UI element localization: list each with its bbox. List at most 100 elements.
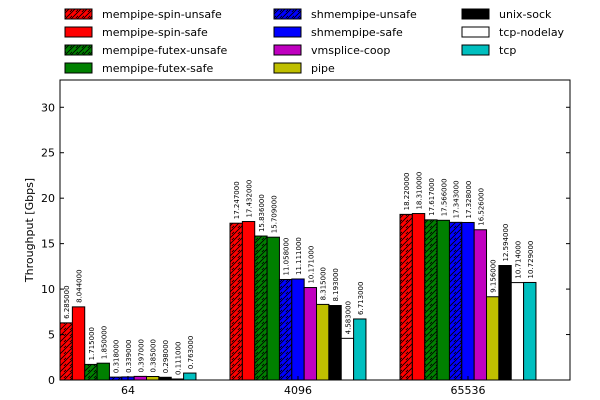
bar-hatch (449, 222, 462, 380)
legend-label: mempipe-spin-unsafe (102, 8, 222, 21)
legend-label: mempipe-futex-unsafe (102, 44, 227, 57)
bar-hatch (400, 214, 413, 380)
data-label: 10.714000 (514, 241, 522, 279)
x-tick-label: 4096 (284, 384, 312, 397)
legend-swatch-unix-sock (461, 8, 490, 20)
bar-unix-sock-64 (158, 376, 172, 381)
bar-mempipe-futex-safe-65536 (436, 219, 450, 381)
bar-vmsplice-coop-65536 (473, 229, 488, 381)
legend-label: vmsplice-coop (311, 44, 390, 57)
legend-label: mempipe-futex-safe (102, 62, 214, 75)
legend-hatch (65, 9, 92, 19)
data-label: 6.713000 (357, 282, 365, 315)
legend-label: shmempipe-unsafe (311, 8, 417, 21)
data-label: 17.247000 (233, 181, 241, 219)
bar-hatch (109, 377, 122, 380)
data-label: 8.044000 (76, 269, 84, 302)
data-label: 10.171000 (307, 246, 315, 284)
bar-shmempipe-safe-4096 (291, 278, 305, 381)
data-label: 9.156000 (490, 259, 498, 292)
data-label: 1.850000 (100, 326, 108, 359)
data-label: 15.836000 (258, 194, 266, 232)
data-label: 18.310000 (416, 172, 424, 210)
data-label: 4.583000 (344, 301, 352, 334)
data-label: 11.058000 (283, 238, 291, 276)
bar-tcp-nodelay-65536 (510, 282, 525, 381)
data-label: 0.385000 (150, 339, 158, 372)
data-label: 10.729000 (527, 241, 535, 279)
bar-hatch (84, 364, 98, 380)
data-label: 0.763000 (187, 336, 195, 369)
legend-swatch-mempipe-futex-safe (64, 62, 93, 74)
bar-hatch (424, 219, 438, 380)
data-label: 8.193000 (332, 268, 340, 301)
bar-tcp-4096 (353, 318, 367, 381)
bar-vmsplice-coop-64 (133, 375, 148, 381)
bar-mempipe-spin-safe-64 (71, 306, 86, 381)
bar-shmempipe-safe-65536 (461, 221, 475, 381)
bar-tcp-nodelay-4096 (340, 337, 355, 381)
bar-tcp-65536 (523, 281, 537, 381)
legend-label: tcp-nodelay (499, 26, 565, 39)
y-tick-label: 30 (41, 101, 55, 114)
bar-tcp-nodelay-64 (170, 378, 185, 381)
bar-pipe-65536 (486, 296, 500, 381)
data-label: 11.111000 (295, 237, 303, 275)
y-tick-label: 15 (41, 238, 55, 251)
legend-label: unix-sock (499, 8, 552, 21)
legend-swatch-mempipe-spin-safe (64, 26, 93, 38)
data-label: 6.285000 (63, 285, 71, 318)
bar-hatch (60, 322, 73, 380)
x-tick-label: 65536 (450, 384, 485, 397)
bar-mempipe-spin-safe-65536 (411, 213, 426, 381)
data-label: 0.318000 (113, 340, 121, 373)
data-label: 0.111000 (174, 342, 182, 375)
legend-label: pipe (311, 62, 335, 75)
bar-unix-sock-65536 (498, 265, 512, 381)
x-tick-label: 64 (121, 384, 135, 397)
y-tick-label: 25 (41, 147, 55, 160)
bar-hatch (254, 236, 268, 380)
legend-swatch-pipe (273, 62, 302, 74)
data-label: 17.617000 (428, 178, 436, 216)
data-label: 15.709000 (270, 195, 278, 233)
y-tick-label: 0 (48, 374, 55, 387)
legend-swatch-tcp (461, 44, 490, 56)
bar-pipe-64 (146, 376, 160, 381)
bar-hatch (279, 279, 292, 380)
legend-hatch (274, 9, 301, 19)
data-label: 17.343000 (453, 180, 461, 218)
data-label: 18.220000 (403, 173, 411, 211)
bar-hatch (230, 223, 243, 380)
legend-label: shmempipe-safe (311, 26, 403, 39)
bar-vmsplice-coop-4096 (303, 287, 318, 381)
y-tick-label: 10 (41, 283, 55, 296)
data-label: 0.339000 (125, 340, 133, 373)
y-tick-label: 5 (48, 329, 55, 342)
data-label: 0.298000 (162, 340, 170, 373)
bar-pipe-4096 (316, 303, 330, 381)
y-axis-label: Throughput [Gbps] (23, 178, 36, 283)
data-label: 1.715000 (88, 327, 96, 360)
data-label: 0.397000 (137, 339, 145, 372)
data-label: 17.566000 (440, 178, 448, 216)
data-label: 16.526000 (477, 188, 485, 226)
bar-mempipe-futex-safe-64 (96, 362, 110, 381)
legend-swatch-tcp-nodelay (461, 26, 490, 38)
data-label: 17.328000 (465, 181, 473, 219)
legend-label: mempipe-spin-safe (102, 26, 208, 39)
bar-mempipe-futex-safe-4096 (266, 236, 280, 381)
data-label: 8.315000 (320, 267, 328, 300)
legend: mempipe-spin-unsafe mempipe-spin-safe memp… (64, 8, 565, 75)
bar-mempipe-spin-safe-4096 (241, 221, 256, 381)
legend-swatch-shmempipe-safe (273, 26, 302, 38)
data-label: 12.594000 (502, 224, 510, 262)
y-tick-label: 20 (41, 192, 55, 205)
legend-label: tcp (499, 44, 516, 57)
legend-hatch (65, 45, 92, 55)
bar-tcp-64 (183, 372, 197, 381)
legend-swatch-vmsplice-coop (273, 44, 302, 56)
bar-unix-sock-4096 (328, 305, 342, 381)
data-label: 17.432000 (246, 180, 254, 218)
